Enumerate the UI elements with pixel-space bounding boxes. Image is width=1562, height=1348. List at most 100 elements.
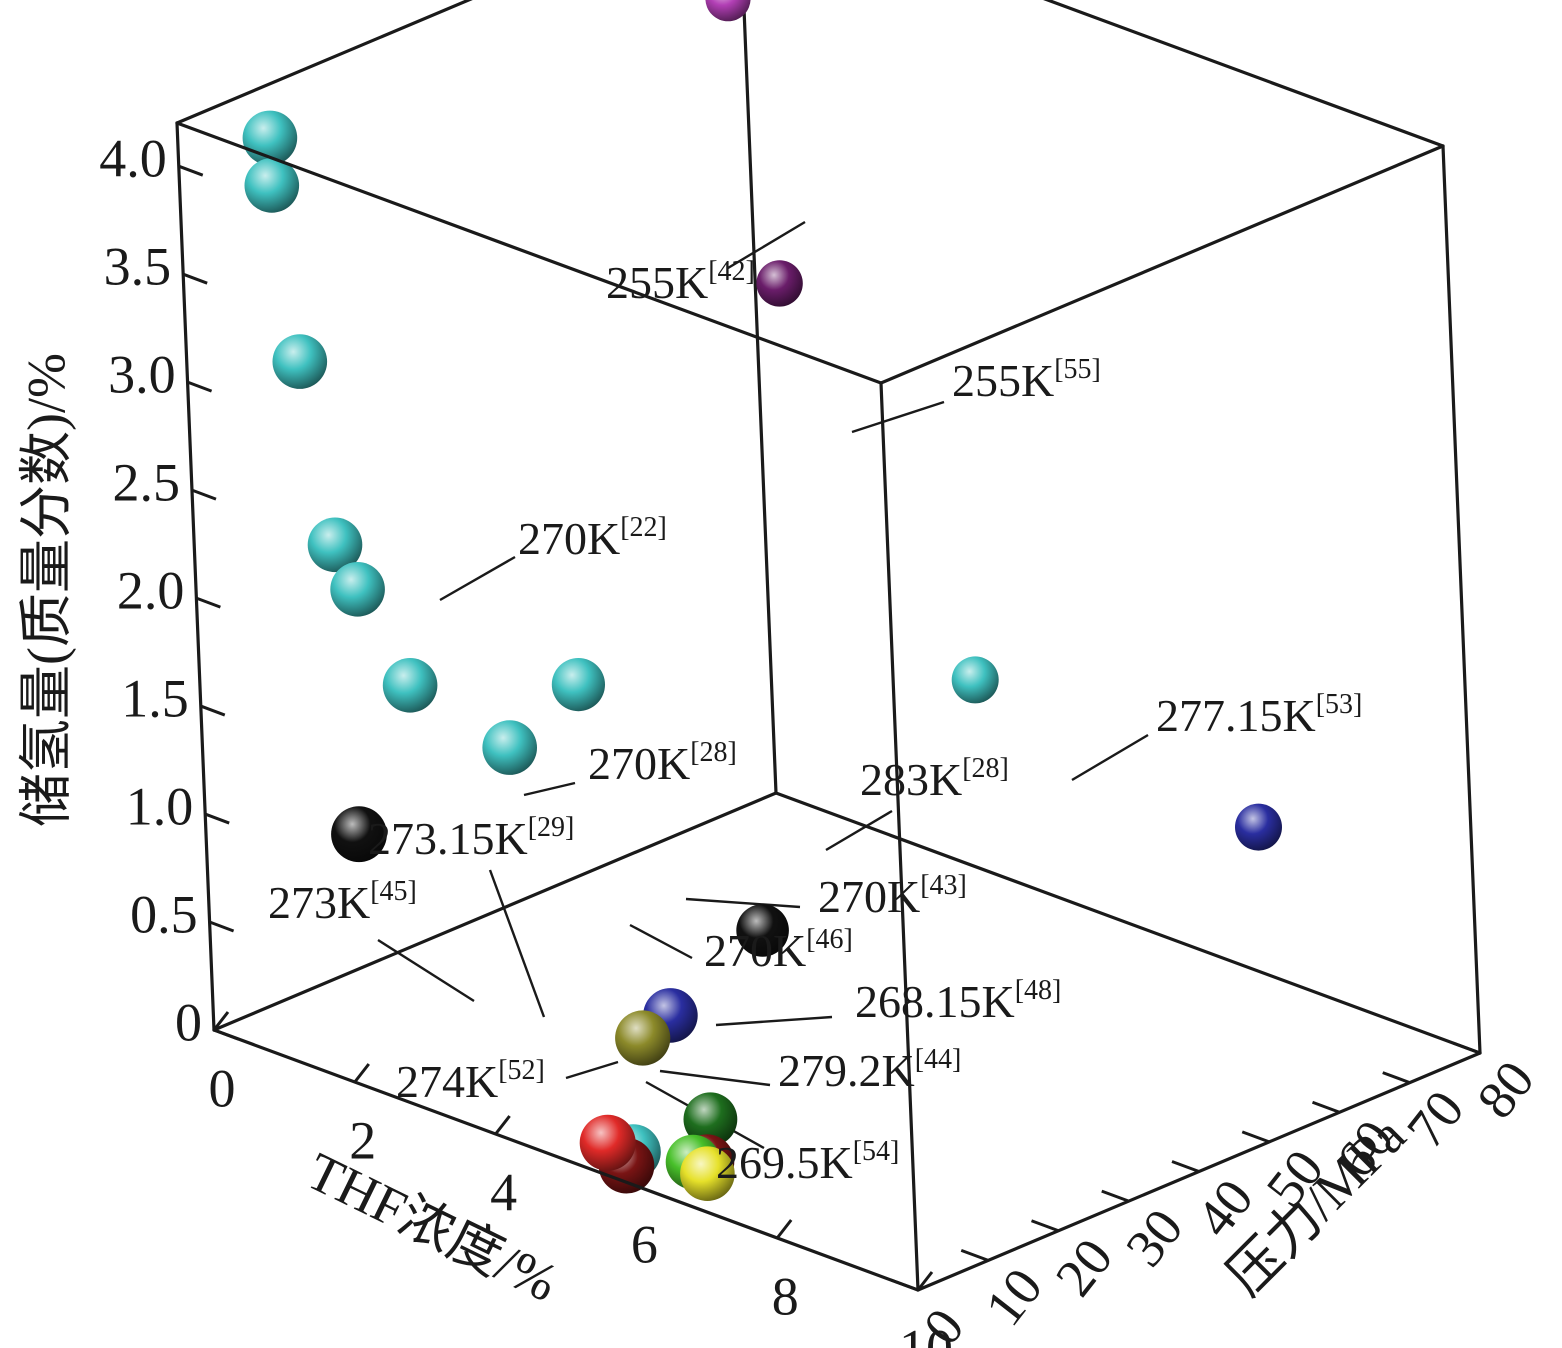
- data-point-series-13: [680, 1146, 735, 1201]
- annotation-leader: [565, 1060, 619, 1080]
- annotation-temperature: 279.2K: [778, 1045, 915, 1096]
- edge-back-vertical: [742, 0, 778, 795]
- x-axis-line: [212, 1028, 920, 1292]
- data-point-series-10: [683, 1092, 738, 1147]
- y-tick-label: 80: [1465, 1050, 1546, 1129]
- annotation-label: 270K[46]: [704, 924, 853, 976]
- annotation-label: 283K[28]: [860, 753, 1009, 805]
- annotation-leader: [377, 938, 475, 1003]
- annotation-leader: [851, 400, 945, 434]
- annotation-temperature: 268.15K: [855, 976, 1015, 1027]
- data-point-series-0: [382, 658, 438, 713]
- z-tick-label: 2.0: [117, 560, 185, 620]
- annotation-label: 255K[42]: [606, 256, 755, 308]
- annotation-label: 270K[43]: [818, 870, 967, 922]
- edge-floor-left: [212, 791, 778, 1032]
- annotation-ref: [29]: [528, 812, 575, 843]
- annotation-ref: [28]: [690, 737, 737, 768]
- data-point-series-4: [331, 806, 387, 863]
- edge-right-vertical: [1441, 144, 1482, 1055]
- y-tick: [1241, 1130, 1270, 1144]
- data-point-series-0: [551, 658, 606, 712]
- annotation-temperature: 270K: [588, 738, 690, 789]
- z-tick-label: 1.0: [126, 776, 194, 836]
- z-tick-label: 3.5: [104, 237, 172, 297]
- y-axis-line: [916, 1051, 1482, 1292]
- z-tick-label: 4.0: [99, 129, 167, 189]
- x-tick-label: 10: [899, 1318, 953, 1348]
- annotation-label: 273.15K[29]: [368, 812, 574, 864]
- annotation-leader: [488, 869, 546, 1018]
- box-back-edges: [175, 0, 1482, 1055]
- annotation-leader: [629, 923, 693, 960]
- z-tick: [200, 704, 226, 717]
- annotation-ref: [45]: [370, 876, 417, 907]
- edge-top-left-back: [175, 0, 473, 125]
- data-point-series-2: [756, 260, 803, 307]
- data-point-series-1: [705, 0, 751, 22]
- x-tick-label: 4: [490, 1162, 517, 1222]
- x-axis-title: THF浓度/%: [298, 1141, 567, 1313]
- z-tick-label: 1.5: [121, 668, 189, 728]
- edge-front-vertical: [879, 381, 920, 1292]
- annotation-leader: [825, 809, 893, 852]
- data-point-series-3: [1235, 803, 1282, 851]
- x-tick-label: 8: [772, 1266, 799, 1326]
- y-tick: [1171, 1160, 1200, 1173]
- annotation-ref: [48]: [1015, 975, 1062, 1006]
- z-tick: [182, 272, 208, 285]
- z-tick: [191, 488, 217, 501]
- data-point-series-7: [615, 1010, 671, 1066]
- annotation-labels: 255K[42]255K[55]270K[22]277.15K[53]270K[…: [268, 256, 1362, 1188]
- annotation-ref: [53]: [1316, 689, 1363, 720]
- annotation-label: 255K[55]: [952, 354, 1101, 406]
- annotation-leader: [439, 555, 516, 602]
- z-tick-label: 3.0: [108, 345, 176, 405]
- z-tick: [204, 812, 230, 825]
- annotation-label: 277.15K[53]: [1156, 689, 1362, 741]
- data-point-series-0: [307, 517, 363, 573]
- data-points: [242, 0, 1282, 1201]
- y-tick: [1101, 1189, 1130, 1203]
- annotation-temperature: 255K: [952, 355, 1054, 406]
- annotation-leader: [523, 781, 576, 797]
- annotation-temperature: 283K: [860, 754, 962, 805]
- z-axis-title: 储氢量(质量分数)/%: [16, 353, 76, 827]
- annotation-ref: [54]: [853, 1136, 900, 1167]
- annotation-temperature: 269.5K: [716, 1137, 853, 1188]
- edge-floor-back: [774, 791, 1482, 1055]
- data-point-series-0: [482, 720, 537, 775]
- y-tick: [960, 1248, 989, 1262]
- annotation-label: 279.2K[44]: [778, 1044, 961, 1096]
- y-tick-label: 20: [1044, 1228, 1125, 1307]
- annotation-leader: [659, 1069, 771, 1087]
- annotation-label: 274K[52]: [396, 1055, 545, 1107]
- annotation-leader: [715, 1015, 833, 1027]
- annotation-temperature: 277.15K: [1156, 690, 1316, 741]
- z-axis-line: [175, 121, 216, 1032]
- annotation-ref: [46]: [806, 924, 853, 955]
- annotation-leader: [685, 897, 801, 909]
- z-tick: [187, 380, 213, 393]
- data-point-series-0: [244, 158, 300, 213]
- edge-top-right-back: [1043, 0, 1445, 148]
- z-tick-label: 0.5: [130, 884, 198, 944]
- x-tick: [916, 1271, 934, 1291]
- z-tick: [195, 596, 221, 609]
- annotation-temperature: 270K: [518, 513, 620, 564]
- annotation-temperature: 273.15K: [368, 813, 528, 864]
- annotation-label: 273K[45]: [268, 876, 417, 928]
- y-tick: [1311, 1100, 1341, 1114]
- x-tick: [353, 1063, 370, 1083]
- z-tick-label: 0: [175, 992, 202, 1052]
- y-tick: [1382, 1071, 1411, 1085]
- y-tick: [1452, 1041, 1481, 1055]
- x-tick: [212, 1011, 230, 1031]
- annotation-label: 270K[22]: [518, 512, 667, 564]
- edge-top-front: [175, 121, 883, 385]
- data-point-series-5: [736, 904, 789, 957]
- annotation-ref: [28]: [962, 753, 1009, 784]
- annotation-label: 270K[28]: [588, 737, 737, 789]
- annotation-leader: [1071, 733, 1149, 782]
